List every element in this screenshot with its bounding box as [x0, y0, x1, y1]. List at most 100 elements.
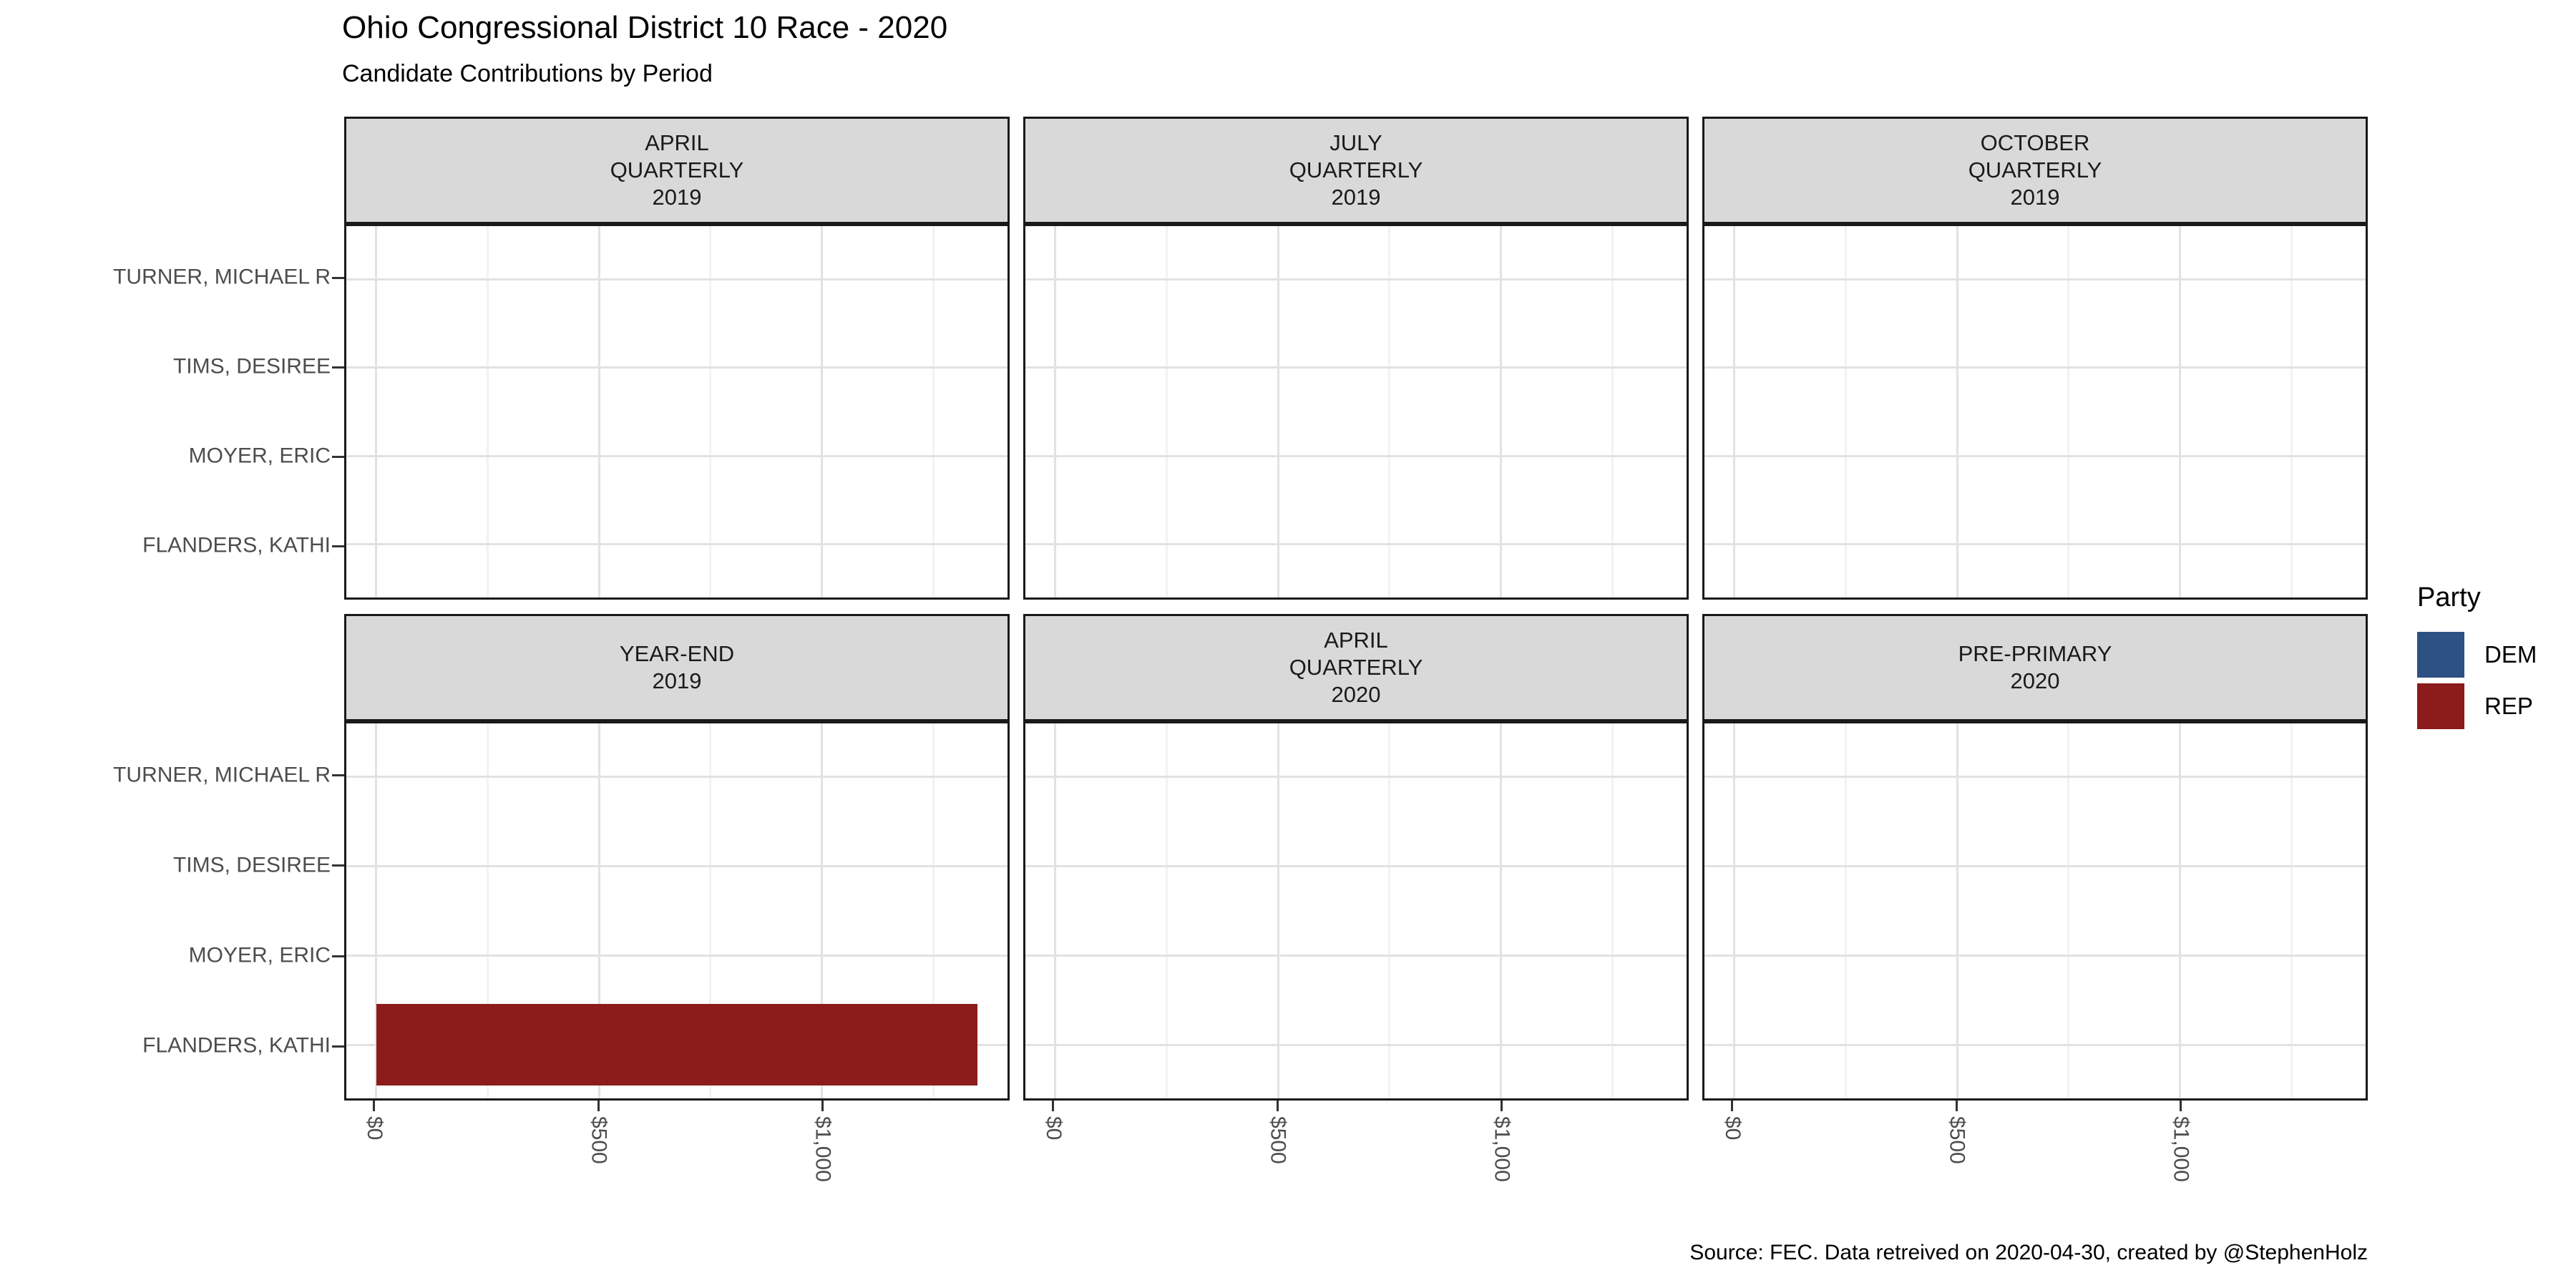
- rep-swatch-icon: [2417, 683, 2464, 729]
- y-axis-tick-mark: [332, 276, 344, 279]
- facet-strip: PRE-PRIMARY 2020: [1702, 614, 2368, 721]
- facet-strip-label-line: JULY: [1330, 130, 1382, 155]
- x-gridline-minor: [1611, 723, 1614, 1098]
- x-gridline-minor: [709, 723, 712, 1098]
- facet-strip: YEAR-END 2019: [344, 614, 1010, 721]
- facet-strip-label-line: QUARTERLY: [610, 157, 744, 182]
- legend-title: Party: [2417, 582, 2481, 613]
- y-axis-label: TIMS, DESIREE: [172, 853, 331, 877]
- y-axis-label: TURNER, MICHAEL R: [113, 265, 331, 289]
- x-axis-tick-mark: [1276, 1101, 1279, 1111]
- facet-strip-label-line: APRIL: [645, 130, 709, 155]
- x-tick-label: $1,000: [1490, 1116, 1514, 1182]
- page-subtitle: Candidate Contributions by Period: [342, 60, 713, 87]
- x-gridline-major: [1733, 723, 1736, 1098]
- y-axis-tick-mark: [332, 955, 344, 957]
- facet-strip-label-line: QUARTERLY: [1968, 157, 2102, 182]
- x-gridline-major: [1054, 226, 1057, 597]
- x-tick-label: $1,000: [811, 1116, 835, 1182]
- y-gridline-major: [346, 865, 1008, 868]
- y-gridline-major: [1704, 366, 2366, 369]
- x-axis-tick-mark: [1955, 1101, 1958, 1111]
- x-gridline-minor: [932, 226, 935, 597]
- x-gridline-minor: [2067, 226, 2070, 597]
- legend-label-rep: REP: [2484, 693, 2533, 719]
- x-gridline-minor: [486, 723, 489, 1098]
- facet-strip-label-line: APRIL: [1324, 628, 1388, 653]
- y-gridline-major: [346, 278, 1008, 280]
- y-axis-tick-mark: [332, 545, 344, 547]
- x-gridline-minor: [2067, 723, 2070, 1098]
- x-gridline-minor: [2290, 226, 2293, 597]
- x-gridline-major: [2178, 226, 2181, 597]
- x-gridline-major: [2178, 723, 2181, 1098]
- x-gridline-minor: [1165, 723, 1168, 1098]
- x-gridline-minor: [1844, 723, 1847, 1098]
- y-gridline-major: [346, 776, 1008, 779]
- x-tick-label: $500: [1266, 1116, 1290, 1164]
- y-gridline-major: [346, 366, 1008, 369]
- source-caption: Source: FEC. Data retreived on 2020-04-3…: [1689, 1241, 2368, 1264]
- y-gridline-major: [1025, 954, 1687, 957]
- x-gridline-minor: [1611, 226, 1614, 597]
- y-axis-tick-mark: [332, 1045, 344, 1048]
- x-tick-label: $1,000: [2169, 1116, 2193, 1182]
- x-axis-tick-mark: [373, 1101, 376, 1111]
- x-gridline-major: [597, 226, 600, 597]
- dem-swatch-icon: [2417, 632, 2464, 678]
- facet-panel: [1023, 721, 1689, 1101]
- x-gridline-minor: [932, 723, 935, 1098]
- y-axis-label: FLANDERS, KATHI: [142, 1033, 331, 1058]
- y-gridline-major: [1025, 865, 1687, 868]
- y-gridline-major: [1025, 543, 1687, 546]
- y-axis-label: MOYER, ERIC: [188, 943, 331, 967]
- y-gridline-major: [1025, 278, 1687, 280]
- x-tick-label: $500: [587, 1116, 611, 1164]
- x-axis-tick-mark: [821, 1101, 824, 1111]
- y-gridline-major: [346, 543, 1008, 546]
- x-gridline-major: [1499, 226, 1502, 597]
- y-axis-tick-mark: [332, 366, 344, 369]
- x-axis-tick-mark: [1731, 1101, 1734, 1111]
- x-gridline-major: [820, 226, 823, 597]
- y-gridline-major: [1704, 776, 2366, 779]
- y-gridline-major: [1025, 1043, 1687, 1046]
- y-gridline-major: [1704, 1043, 2366, 1046]
- x-tick-label: $0: [1041, 1116, 1065, 1141]
- y-gridline-major: [1025, 366, 1687, 369]
- x-gridline-major: [375, 226, 378, 597]
- facet-strip-label-line: QUARTERLY: [1289, 157, 1423, 182]
- facet-panel: [344, 721, 1010, 1101]
- x-gridline-major: [1499, 723, 1502, 1098]
- x-axis-tick-mark: [2180, 1101, 2182, 1111]
- x-gridline-minor: [1388, 723, 1391, 1098]
- facet-panel: [1702, 721, 2368, 1101]
- facet-strip: APRIL QUARTERLY 2019: [344, 117, 1010, 224]
- y-axis-label: TURNER, MICHAEL R: [113, 763, 331, 787]
- legend-entry-dem: DEM: [2417, 632, 2537, 678]
- x-axis-tick-mark: [597, 1101, 600, 1111]
- facet-strip: JULY QUARTERLY 2019: [1023, 117, 1689, 224]
- y-gridline-major: [1704, 865, 2366, 868]
- y-axis-label: FLANDERS, KATHI: [142, 533, 331, 557]
- facet-strip-label-line: PRE-PRIMARY: [1958, 641, 2112, 666]
- x-gridline-major: [1277, 723, 1279, 1098]
- y-axis-tick-mark: [332, 864, 344, 867]
- x-gridline-major: [1277, 226, 1279, 597]
- page-title: Ohio Congressional District 10 Race - 20…: [342, 10, 948, 45]
- legend: Party DEM REP: [2417, 582, 2537, 735]
- y-gridline-major: [1025, 776, 1687, 779]
- x-tick-label: $0: [362, 1116, 386, 1141]
- y-axis-label: MOYER, ERIC: [188, 444, 331, 468]
- y-axis-label: TIMS, DESIREE: [172, 354, 331, 379]
- x-tick-label: $0: [1720, 1116, 1745, 1141]
- y-gridline-major: [1025, 454, 1687, 457]
- facet-strip-label-line: 2019: [2010, 185, 2060, 210]
- facet-panel: [1023, 224, 1689, 600]
- facet-strip-label-line: YEAR-END: [619, 641, 735, 666]
- facet-strip: APRIL QUARTERLY 2020: [1023, 614, 1689, 721]
- facet-strip: OCTOBER QUARTERLY 2019: [1702, 117, 2368, 224]
- legend-label-dem: DEM: [2484, 641, 2537, 668]
